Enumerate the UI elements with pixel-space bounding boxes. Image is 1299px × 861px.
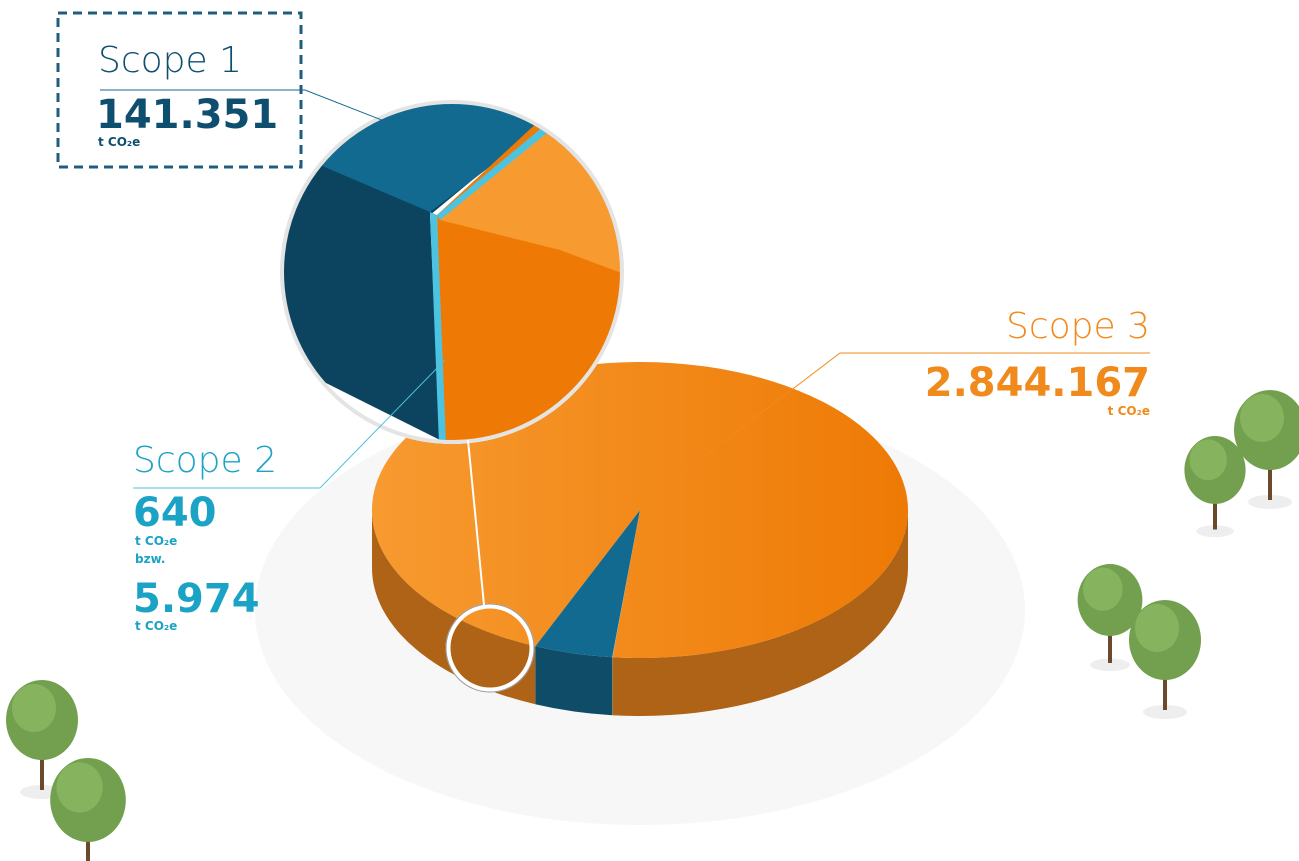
label: Scope 2	[133, 440, 277, 481]
tree-light	[1083, 567, 1123, 611]
label: Scope 3	[1006, 306, 1150, 347]
value: 2.844.167	[925, 360, 1150, 406]
value: 5.974	[133, 576, 260, 622]
unit: t CO₂e	[135, 619, 177, 633]
tree-shadow	[1090, 658, 1130, 672]
tree-light	[1189, 439, 1227, 481]
label: Scope 1	[98, 40, 242, 81]
slice	[371, 362, 908, 658]
annotation: bzw.	[135, 552, 165, 566]
tree-shadow	[1143, 705, 1187, 719]
slice-side	[372, 510, 536, 705]
value: 141.351	[96, 92, 278, 138]
tree-light	[12, 684, 56, 732]
value: 640	[133, 490, 217, 536]
slice	[535, 510, 640, 658]
pie	[371, 362, 908, 716]
highlight-box	[56, 11, 303, 169]
trees	[6, 390, 1299, 861]
slice-side	[535, 646, 613, 716]
tree-shadow	[1248, 495, 1292, 509]
tree-light	[1135, 604, 1179, 652]
unit: t CO₂e	[98, 135, 140, 149]
unit: t CO₂e	[1108, 404, 1150, 418]
tree-light	[1240, 394, 1284, 442]
leaders	[100, 89, 1150, 491]
tree-shadow	[1196, 525, 1234, 538]
slice	[612, 510, 640, 658]
unit: t CO₂e	[135, 534, 177, 548]
tree-light	[56, 762, 103, 813]
slice-side	[612, 510, 908, 716]
